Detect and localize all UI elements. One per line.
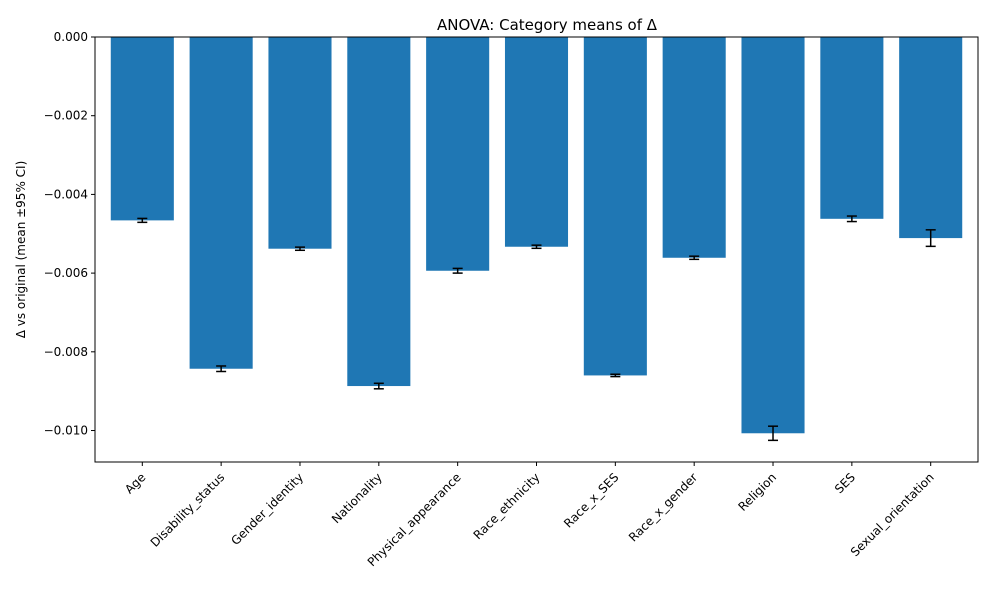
bar-race-x-ses [583, 37, 647, 376]
x-tick-label: Nationality [329, 470, 385, 526]
bar-ses [820, 37, 884, 219]
x-tick-label: SES [832, 470, 858, 496]
bar-gender-identity [268, 37, 332, 249]
error-bar [610, 373, 621, 378]
bar-race-ethnicity [504, 37, 569, 247]
error-bar [373, 382, 384, 390]
error-bar [925, 229, 936, 248]
plot-frame [94, 36, 979, 463]
y-tick-label: −0.006 [44, 266, 88, 280]
error-bar [452, 267, 463, 274]
y-tick-label: −0.004 [44, 187, 88, 201]
bar-sexual-orientation [899, 37, 963, 239]
bar-disability-status [189, 37, 253, 369]
x-tick-label: Race_x_gender [626, 470, 700, 544]
error-bar [846, 215, 857, 223]
error-bar [531, 244, 542, 250]
x-tick-label: Age [122, 470, 148, 496]
y-axis-label: Δ vs original (mean ±95% CI) [14, 161, 28, 339]
x-tick-label: Race_x_SES [561, 470, 621, 530]
bar-race-x-gender [662, 37, 726, 258]
x-tick-label: Gender_identity [228, 470, 306, 548]
error-bar [689, 255, 700, 261]
chart-title: ANOVA: Category means of Δ [437, 16, 658, 34]
bar-physical-appearance [426, 37, 490, 271]
x-tick-label: Race_ethnicity [471, 470, 543, 542]
y-tick-label: −0.008 [44, 345, 88, 359]
x-tick-label: Sexual_orientation [848, 470, 937, 559]
bar-age [110, 37, 174, 221]
bar-religion [741, 37, 805, 434]
error-bar [294, 246, 305, 252]
x-tick-label: Disability_status [148, 470, 228, 550]
error-bar [216, 365, 227, 373]
y-tick-label: −0.002 [44, 109, 88, 123]
error-bar [768, 425, 779, 442]
y-tick-label: 0.000 [54, 30, 88, 44]
y-tick-label: −0.010 [44, 424, 88, 438]
bar-nationality [347, 37, 411, 387]
error-bar [137, 217, 148, 224]
x-tick-label: Religion [735, 470, 779, 514]
